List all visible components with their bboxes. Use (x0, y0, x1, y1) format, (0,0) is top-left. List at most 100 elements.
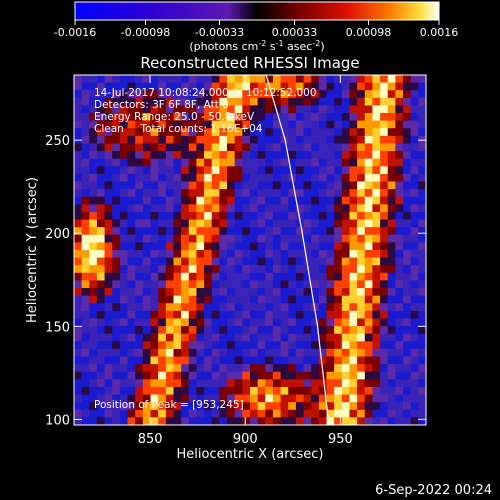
heatmap-cell (272, 105, 282, 114)
heatmap-cell (219, 341, 228, 350)
heatmap-cell (242, 402, 251, 411)
heatmap-cell (326, 356, 335, 365)
heatmap-cell (265, 181, 274, 190)
heatmap-cell (349, 90, 358, 99)
heatmap-cell (295, 227, 305, 236)
heatmap-cell (272, 143, 282, 152)
heatmap-cell (242, 341, 251, 350)
heatmap-cell (142, 234, 152, 243)
heatmap-cell (165, 379, 175, 388)
heatmap-cell (173, 234, 182, 243)
heatmap-cell (112, 288, 121, 297)
heatmap-cell (349, 143, 358, 152)
heatmap-cell (265, 371, 274, 380)
heatmap-cell (272, 371, 282, 380)
heatmap-cell (272, 135, 282, 145)
heatmap-cell (142, 356, 152, 365)
heatmap-cell (188, 120, 198, 129)
heatmap-cell (418, 341, 426, 350)
heatmap-cell (380, 250, 389, 259)
heatmap-cell (135, 303, 144, 312)
heatmap-cell (196, 113, 205, 122)
heatmap-cell (326, 166, 335, 175)
heatmap-cell (135, 364, 144, 373)
heatmap-cell (311, 318, 320, 327)
heatmap-cell (410, 250, 419, 259)
heatmap-cell (250, 242, 259, 251)
heatmap-cell (104, 219, 113, 228)
heatmap-cell (219, 105, 228, 114)
heatmap-cell (81, 97, 90, 107)
heatmap-cell (142, 97, 152, 107)
heatmap-cell (272, 348, 282, 358)
heatmap-cell (395, 333, 404, 342)
heatmap-cell (410, 272, 419, 282)
heatmap-cell (135, 113, 144, 122)
heatmap-cell (357, 196, 366, 205)
heatmap-cell (418, 356, 426, 365)
heatmap-cell (272, 409, 282, 418)
heatmap-cell (280, 120, 289, 129)
heatmap-cell (257, 295, 266, 304)
heatmap-cell (303, 379, 312, 388)
heatmap-cell (295, 348, 305, 358)
heatmap-cell (242, 417, 251, 425)
heatmap-cell (395, 143, 404, 152)
heatmap-cell (303, 189, 312, 198)
heatmap-cell (158, 257, 167, 266)
heatmap-cell (265, 356, 274, 365)
heatmap-cell (372, 386, 381, 396)
heatmap-cell (265, 90, 274, 99)
heatmap-cell (119, 113, 129, 122)
heatmap-cell (349, 295, 358, 304)
heatmap-cell (158, 128, 167, 137)
heatmap-cell (349, 234, 358, 243)
heatmap-cell (280, 151, 289, 160)
heatmap-cell (119, 341, 129, 350)
heatmap-cell (341, 227, 351, 236)
heatmap-cell (403, 265, 412, 274)
heatmap-cell (112, 250, 121, 259)
heatmap-cell (380, 113, 389, 122)
heatmap-cell (326, 234, 335, 243)
heatmap-cell (196, 341, 205, 350)
heatmap-cell (341, 409, 351, 418)
heatmap-cell (311, 196, 320, 205)
heatmap-cell (357, 173, 366, 183)
heatmap-cell (150, 310, 159, 320)
heatmap-cell (158, 204, 167, 213)
heatmap-cell (280, 105, 289, 114)
heatmap-cell (418, 234, 426, 243)
heatmap-cell (280, 326, 289, 335)
heatmap-cell (96, 173, 106, 183)
heatmap-cell (257, 379, 266, 388)
heatmap-cell (326, 143, 335, 152)
heatmap-cell (318, 234, 328, 243)
heatmap-cell (173, 250, 182, 259)
heatmap-cell (74, 386, 83, 396)
heatmap-cell (380, 151, 389, 160)
heatmap-cell (372, 341, 381, 350)
heatmap-cell (334, 417, 343, 425)
heatmap-cell (326, 295, 335, 304)
heatmap-cell (272, 364, 282, 373)
heatmap-cell (395, 227, 404, 236)
heatmap-cell (349, 402, 358, 411)
heatmap-cell (265, 227, 274, 236)
heatmap-cell (227, 105, 236, 114)
heatmap-cell (96, 402, 106, 411)
heatmap-cell (119, 97, 129, 107)
heatmap-cell (96, 371, 106, 380)
heatmap-cell (127, 90, 136, 99)
heatmap-cell (188, 166, 198, 175)
heatmap-cell (265, 409, 274, 418)
heatmap-cell (349, 158, 358, 167)
heatmap-cell (280, 295, 289, 304)
heatmap-cell (81, 173, 90, 183)
heatmap-cell (295, 211, 305, 221)
heatmap-cell (119, 242, 129, 251)
heatmap-cell (89, 151, 98, 160)
heatmap-cell (318, 379, 328, 388)
heatmap-cell (372, 257, 381, 266)
heatmap-cell (326, 364, 335, 373)
